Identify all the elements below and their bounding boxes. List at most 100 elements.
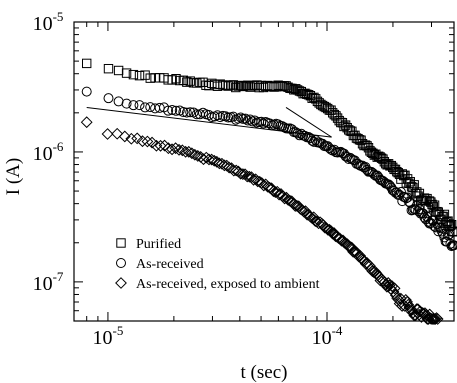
data-point [121,98,132,109]
data-point [251,175,264,188]
data-point [269,119,280,130]
plot-frame [73,21,455,322]
data-point [294,86,305,96]
data-point [179,145,192,158]
data-point [436,226,447,237]
legend-label: As-received [136,257,204,272]
data-point [331,111,341,121]
data-point [228,80,238,90]
series-diamond [80,116,444,325]
data-point [305,133,316,144]
tick-labels-layer: 10-5 10-4 10-7 10-6 10-5 [33,9,343,349]
data-point [103,63,114,74]
data-point [220,80,231,91]
data-point [113,65,124,76]
y-axis-title: I (A) [3,158,24,195]
data-point [182,145,195,158]
data-point [401,296,413,308]
data-point [431,313,444,325]
data-point [289,200,302,212]
data-point [347,245,360,258]
data-point [301,208,314,221]
y-tick-label: 10-6 [33,139,64,165]
data-point [245,114,256,125]
data-point [134,100,145,111]
reference-line [86,106,332,138]
axis-ticks-layer [73,21,454,322]
data-point [329,109,340,120]
data-point [228,111,239,122]
data-point [402,192,413,203]
data-point [150,139,163,152]
data-point [240,113,251,124]
data-point [389,289,402,302]
data-point [218,80,228,90]
data-point [234,167,247,180]
data-point [208,154,221,167]
data-point [191,150,204,162]
legend-entry: As-received, exposed to ambient [115,277,320,292]
data-point [420,308,433,321]
data-point [227,164,240,177]
data-point [195,77,205,88]
data-point [261,180,274,193]
data-point [103,93,114,104]
data-point [399,293,412,306]
series-square [82,58,457,237]
data-point [267,185,280,198]
data-point [241,170,254,183]
data-marks-layer [80,58,457,325]
data-point [381,280,393,293]
data-point [433,226,444,237]
data-point [271,185,284,198]
data-point [118,130,131,143]
y-tick-label: 10-7 [33,269,64,295]
data-point [220,111,231,122]
data-point [223,161,236,174]
data-point [81,86,92,97]
data-point [128,100,139,111]
data-point [362,164,373,175]
data-point [378,276,391,289]
data-point [141,135,154,148]
data-point [233,113,244,124]
data-point [145,73,155,83]
data-point [388,282,401,295]
data-point [379,278,392,291]
data-point [235,112,246,123]
data-point [402,298,415,311]
legend-entry: Purified [116,237,181,252]
data-point [233,81,243,91]
data-point [169,142,182,155]
y-tick-label: 10-5 [33,9,64,35]
data-point [307,135,318,146]
data-point [446,219,457,230]
legend-label: As-received, exposed to ambient [136,277,320,292]
legend-marker [116,238,126,248]
legend-entry: As-received [116,257,204,272]
data-point [235,80,246,91]
data-point [405,304,418,316]
data-point [247,173,260,186]
data-point [197,153,210,166]
data-point [101,128,114,140]
data-point [305,90,316,101]
data-point [134,70,145,81]
x-axis-title: t (sec) [241,362,288,383]
data-point [345,152,356,163]
data-point [140,70,150,80]
data-point [192,78,202,88]
data-point [182,77,192,87]
data-point [285,123,296,134]
reference-line [285,107,332,138]
data-point [249,115,260,126]
data-point [181,107,192,118]
data-point [321,102,331,113]
data-point [273,188,286,201]
data-point [309,215,322,227]
data-point [185,147,198,160]
data-point [354,160,365,171]
data-point [418,208,429,219]
data-point [171,105,182,116]
